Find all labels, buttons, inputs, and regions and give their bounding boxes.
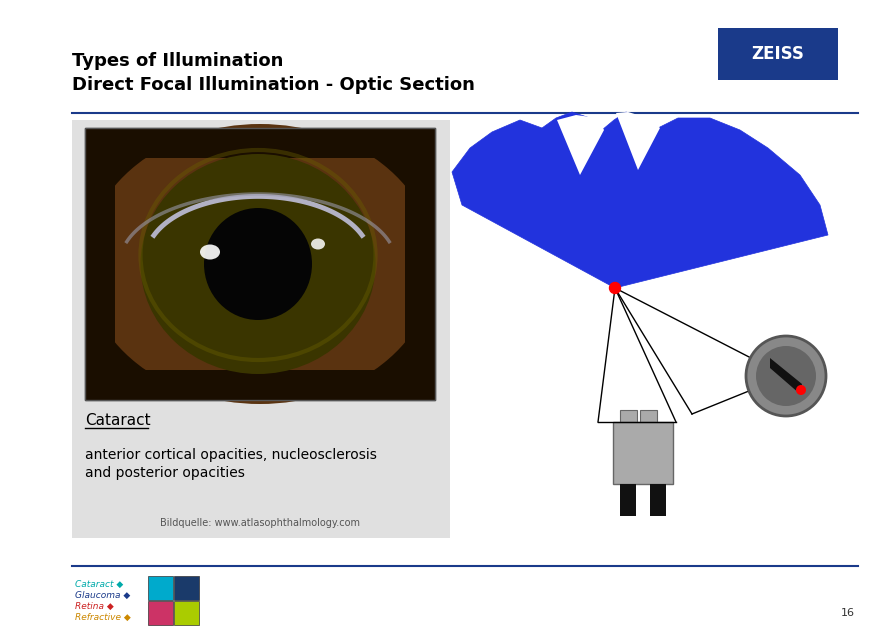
Bar [613, 422, 673, 484]
Circle shape [609, 282, 620, 294]
Text: 16: 16 [841, 608, 855, 618]
Text: Direct Focal Illumination - Optic Section: Direct Focal Illumination - Optic Sectio… [72, 76, 475, 94]
Polygon shape [557, 115, 604, 175]
Circle shape [756, 346, 816, 406]
Text: anterior cortical opacities, nucleosclerosis: anterior cortical opacities, nucleoscler… [85, 448, 377, 462]
Ellipse shape [85, 124, 435, 404]
Bar [85, 128, 115, 400]
Circle shape [796, 385, 806, 395]
Bar [85, 128, 435, 400]
Text: Cataract: Cataract [85, 413, 151, 428]
Bar [405, 128, 435, 400]
Bar [640, 410, 657, 425]
Text: Bildquelle: www.atlasophthalmology.com: Bildquelle: www.atlasophthalmology.com [160, 518, 360, 528]
Text: ZEISS: ZEISS [752, 45, 805, 63]
Bar [85, 128, 435, 400]
Ellipse shape [200, 244, 220, 260]
Bar [148, 576, 173, 600]
Text: Glaucoma ◆: Glaucoma ◆ [75, 591, 130, 600]
Polygon shape [770, 358, 802, 394]
Ellipse shape [204, 208, 312, 320]
Bar [85, 128, 435, 158]
Polygon shape [616, 112, 660, 170]
Text: and posterior opacities: and posterior opacities [85, 466, 245, 480]
Bar [174, 601, 199, 625]
Bar [148, 601, 173, 625]
Circle shape [746, 336, 826, 416]
Bar [620, 410, 637, 425]
Bar [72, 120, 450, 538]
Polygon shape [452, 112, 828, 288]
Text: Types of Illumination: Types of Illumination [72, 52, 283, 70]
Bar [718, 28, 838, 80]
Ellipse shape [311, 239, 325, 249]
Bar [174, 576, 199, 600]
Text: Refractive ◆: Refractive ◆ [75, 613, 131, 622]
Bar [620, 484, 636, 516]
Text: Retina ◆: Retina ◆ [75, 602, 114, 611]
Bar [85, 370, 435, 400]
Bar [650, 484, 666, 516]
Text: Cataract ◆: Cataract ◆ [75, 580, 123, 589]
Ellipse shape [141, 154, 375, 374]
